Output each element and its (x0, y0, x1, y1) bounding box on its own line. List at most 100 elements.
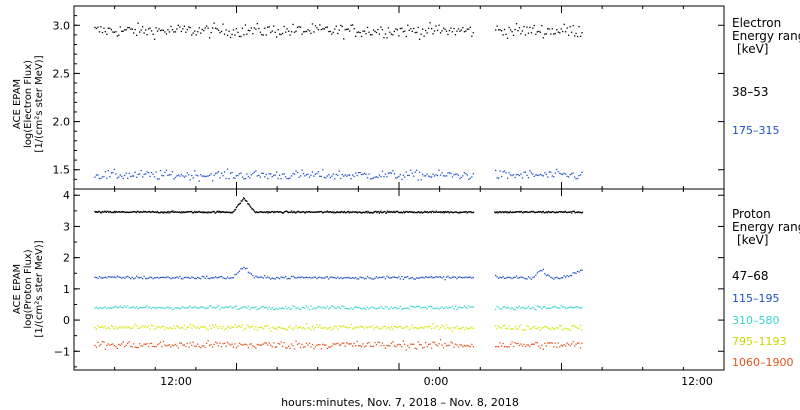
proton-series-0-point (355, 211, 358, 214)
proton-series-0-point (286, 210, 288, 212)
electron-series-1-point (124, 174, 126, 177)
electron-series-0-point (225, 29, 227, 31)
proton-series-3-point (130, 327, 132, 329)
proton-series-1-point (358, 278, 360, 280)
proton-series-4-point (319, 344, 321, 346)
proton-series-4-point (495, 346, 497, 348)
proton-series-3-point (542, 326, 544, 329)
proton-series-0-point (243, 198, 246, 200)
electron-series-1-point (472, 173, 474, 175)
proton-series-2-point (337, 306, 339, 308)
proton-series-4-point (282, 345, 284, 347)
proton-series-4-point (192, 341, 194, 343)
proton-series-3-point (308, 327, 311, 329)
proton-series-1-point (285, 276, 287, 278)
proton-series-0-point (464, 211, 467, 213)
proton-series-3-point (408, 328, 410, 331)
proton-series-0-point (205, 212, 207, 214)
proton-series-0-point (303, 212, 306, 214)
proton-series-0-point (139, 211, 141, 214)
proton-series-0-point (364, 212, 366, 214)
proton-series-0-point (107, 210, 109, 213)
proton-series-3-point (547, 327, 549, 329)
electron-series-0-point (116, 35, 118, 37)
proton-series-0-point (417, 211, 419, 213)
proton-series-3-point (340, 326, 342, 328)
proton-series-4-point (223, 342, 226, 344)
proton-series-1-point (560, 277, 562, 279)
proton-series-3-point (460, 327, 462, 330)
electron-series-0-point (322, 28, 324, 30)
electron-y-label: ACE EPAM log(Electron Flux) [1/(cm²s ste… (12, 55, 45, 152)
proton-series-1-point (533, 276, 535, 278)
proton-series-4-point (390, 342, 392, 344)
proton-series-0-point (211, 211, 213, 213)
proton-series-0-point (217, 211, 220, 213)
electron-series-0-point (162, 29, 165, 31)
electron-series-1-point (454, 173, 457, 175)
proton-series-1-point (380, 276, 382, 279)
proton-series-0-point (577, 211, 579, 213)
electron-series-0-point (127, 27, 129, 29)
electron-series-1-point (349, 174, 351, 176)
electron-series-1-point (381, 170, 384, 172)
electron-series-1-point (353, 175, 355, 178)
proton-series-0-point (498, 211, 500, 214)
proton-series-0-point (510, 211, 512, 214)
proton-series-0-point (223, 211, 225, 214)
proton-series-3-point (270, 330, 272, 332)
proton-series-1-point (512, 276, 515, 279)
proton-series-4-point (509, 343, 512, 345)
proton-series-2-point (299, 308, 302, 311)
proton-series-1-point (431, 276, 433, 278)
proton-series-2-point (401, 308, 403, 310)
proton-series-1-point (360, 277, 363, 279)
electron-series-1-point (158, 178, 160, 180)
proton-series-3-point (226, 325, 229, 327)
proton-series-4-point (511, 341, 513, 343)
proton-series-1-point (110, 276, 112, 278)
proton-series-0-point (121, 211, 124, 213)
proton-series-0-point (114, 211, 116, 214)
proton-series-0-point (186, 211, 189, 213)
proton-series-0-point (522, 212, 524, 214)
proton-series-0-point (343, 210, 345, 213)
proton-series-4-point (506, 346, 509, 348)
proton-series-1-point (276, 276, 278, 279)
proton-series-1-point (503, 277, 506, 280)
proton-series-1-point (536, 272, 538, 274)
proton-series-2-point (296, 307, 299, 309)
proton-series-3-point (533, 325, 535, 327)
proton-series-3-point (203, 326, 205, 328)
electron-series-1-point (97, 174, 99, 176)
proton-series-0-point (282, 212, 285, 214)
proton-series-3-point (466, 328, 468, 330)
electron-series-1-point (559, 172, 561, 174)
proton-series-1-point (581, 269, 583, 271)
proton-series-4-point (344, 345, 346, 347)
proton-series-4-point (219, 342, 221, 344)
proton-series-4-point (498, 346, 500, 348)
electron-series-0-point (192, 32, 194, 34)
proton-series-1-point (310, 277, 312, 279)
proton-series-1-point (258, 276, 260, 279)
proton-series-0-point (392, 211, 394, 214)
electron-series-1-point (106, 177, 108, 179)
proton-series-0-point (151, 211, 153, 213)
proton-series-4-point (238, 342, 241, 344)
electron-series-0-point (334, 28, 336, 30)
electron-series-1-point (453, 174, 455, 176)
electron-series-1-point (156, 178, 159, 180)
proton-series-4-point (198, 346, 200, 348)
proton-series-4-point (302, 346, 305, 348)
proton-series-4-point (542, 348, 544, 350)
proton-series-2-point (109, 307, 111, 309)
proton-series-3-point (192, 324, 194, 327)
proton-series-4-point (576, 342, 579, 344)
proton-series-3-point (545, 326, 547, 328)
electron-series-0-point (386, 37, 388, 39)
proton-series-1-point (442, 276, 445, 278)
proton-series-1-point (171, 277, 174, 279)
electron-series-1-point (249, 177, 251, 179)
proton-series-4-point (396, 344, 398, 346)
